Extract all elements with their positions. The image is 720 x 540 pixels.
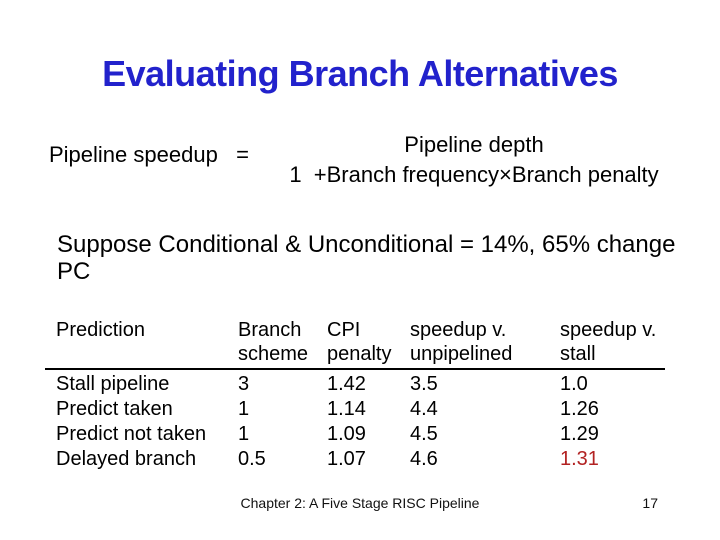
cell-speedup-stall: 1.0 bbox=[560, 373, 588, 395]
cell-speedup-unpipelined: 4.4 bbox=[410, 398, 438, 420]
table-row: Predict taken 1 1.14 4.4 1.26 bbox=[45, 397, 665, 422]
table-header-row: Prediction Branch scheme CPI penalty spe… bbox=[45, 318, 665, 370]
header-speedup-unpipelined: speedup v. unpipelined bbox=[410, 318, 560, 370]
table-row: Delayed branch 0.5 1.07 4.6 1.31 bbox=[45, 447, 665, 472]
cell-branch-scheme: 3 bbox=[238, 373, 250, 395]
cell-speedup-stall-highlighted: 1.31 bbox=[560, 448, 599, 470]
cell-cpi-penalty: 1.07 bbox=[327, 448, 366, 470]
cell-speedup-unpipelined: 4.5 bbox=[410, 423, 438, 445]
cell-branch-scheme: 1 bbox=[238, 398, 250, 420]
cell-prediction: Stall pipeline bbox=[56, 373, 170, 395]
assumption-statement: Suppose Conditional & Unconditional = 14… bbox=[57, 231, 676, 285]
header-branch-scheme: Branch scheme bbox=[238, 318, 327, 370]
header-cpi-penalty: CPI penalty bbox=[327, 318, 410, 370]
cell-speedup-stall: 1.29 bbox=[560, 423, 599, 445]
cell-cpi-penalty: 1.14 bbox=[327, 398, 366, 420]
cell-cpi-penalty: 1.09 bbox=[327, 423, 366, 445]
table-row: Predict not taken 1 1.09 4.5 1.29 bbox=[45, 422, 665, 447]
cell-branch-scheme: 1 bbox=[238, 423, 250, 445]
cell-speedup-unpipelined: 3.5 bbox=[410, 373, 438, 395]
cell-cpi-penalty: 1.42 bbox=[327, 373, 366, 395]
cell-speedup-unpipelined: 4.6 bbox=[410, 448, 438, 470]
header-speedup-stall: speedup v. stall bbox=[560, 318, 665, 370]
formula-fraction: Pipeline depth 1 +Branch frequency×Branc… bbox=[270, 130, 678, 190]
table-row: Stall pipeline 3 1.42 3.5 1.0 bbox=[45, 369, 665, 397]
footer-page-number: 17 bbox=[642, 495, 658, 511]
header-prediction: Prediction bbox=[45, 318, 238, 370]
cell-prediction: Delayed branch bbox=[56, 448, 197, 470]
slide-title: Evaluating Branch Alternatives bbox=[102, 53, 618, 94]
footer-chapter-label: Chapter 2: A Five Stage RISC Pipeline bbox=[240, 495, 480, 511]
branch-comparison-table: Prediction Branch scheme CPI penalty spe… bbox=[45, 318, 665, 472]
formula-numerator: Pipeline depth bbox=[404, 132, 544, 157]
cell-prediction: Predict not taken bbox=[56, 423, 207, 445]
formula-denominator: 1 +Branch frequency×Branch penalty bbox=[289, 162, 659, 187]
cell-branch-scheme: 0.5 bbox=[238, 448, 266, 470]
cell-speedup-stall: 1.26 bbox=[560, 398, 599, 420]
cell-prediction: Predict taken bbox=[56, 398, 173, 420]
formula-lhs: Pipeline speedup = bbox=[49, 142, 249, 167]
